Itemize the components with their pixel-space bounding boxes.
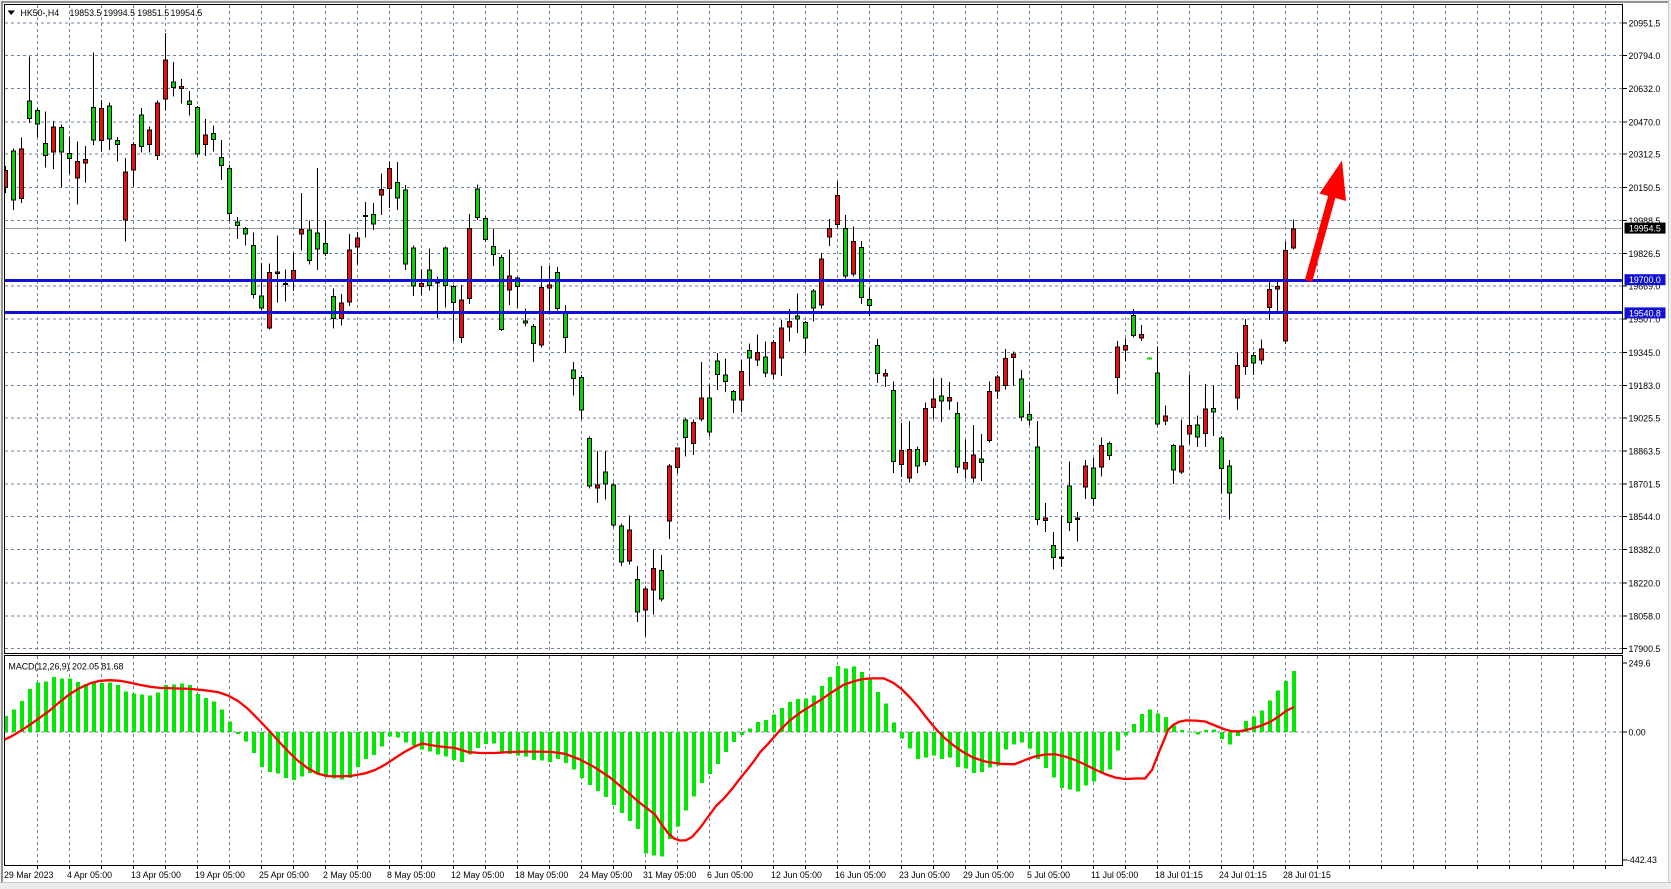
svg-text:2 May 05:00: 2 May 05:00 bbox=[323, 870, 372, 880]
svg-text:19540.8: 19540.8 bbox=[1629, 308, 1661, 318]
svg-text:12 Jun 05:00: 12 Jun 05:00 bbox=[771, 870, 822, 880]
svg-text:0.00: 0.00 bbox=[1629, 727, 1646, 737]
svg-text:23 Jun 05:00: 23 Jun 05:00 bbox=[899, 870, 950, 880]
svg-text:19826.5: 19826.5 bbox=[1629, 249, 1661, 259]
svg-text:24 May 05:00: 24 May 05:00 bbox=[579, 870, 632, 880]
svg-text:4 Apr 05:00: 4 Apr 05:00 bbox=[67, 870, 112, 880]
svg-text:6 Jun 05:00: 6 Jun 05:00 bbox=[707, 870, 753, 880]
svg-text:18 Jul 01:15: 18 Jul 01:15 bbox=[1155, 870, 1203, 880]
svg-text:19183.0: 19183.0 bbox=[1629, 381, 1661, 391]
svg-text:28 Jul 01:15: 28 Jul 01:15 bbox=[1283, 870, 1331, 880]
svg-text:19345.0: 19345.0 bbox=[1629, 348, 1661, 358]
svg-text:19 Apr 05:00: 19 Apr 05:00 bbox=[195, 870, 245, 880]
svg-text:18058.0: 18058.0 bbox=[1629, 612, 1661, 622]
svg-text:29 Jun 05:00: 29 Jun 05:00 bbox=[963, 870, 1014, 880]
svg-text:18 May 05:00: 18 May 05:00 bbox=[515, 870, 568, 880]
svg-text:19954.5: 19954.5 bbox=[1629, 224, 1661, 234]
svg-text:20632.0: 20632.0 bbox=[1629, 84, 1661, 94]
svg-text:13 Apr 05:00: 13 Apr 05:00 bbox=[131, 870, 181, 880]
svg-text:MACD(12,26,9) 202.05 81.68: MACD(12,26,9) 202.05 81.68 bbox=[9, 662, 124, 672]
svg-text:25 Apr 05:00: 25 Apr 05:00 bbox=[259, 870, 309, 880]
svg-text:5 Jul 05:00: 5 Jul 05:00 bbox=[1027, 870, 1070, 880]
svg-text:19853.5: 19853.5 bbox=[70, 8, 102, 18]
svg-text:16 Jun 05:00: 16 Jun 05:00 bbox=[835, 870, 886, 880]
svg-text:20470.0: 20470.0 bbox=[1629, 117, 1661, 127]
svg-text:19669.0: 19669.0 bbox=[1629, 282, 1661, 292]
svg-text:8 May 05:00: 8 May 05:00 bbox=[387, 870, 436, 880]
svg-text:19700.0: 19700.0 bbox=[1629, 275, 1661, 285]
svg-text:29 Mar 2023: 29 Mar 2023 bbox=[4, 870, 53, 880]
svg-text:11 Jul 05:00: 11 Jul 05:00 bbox=[1091, 870, 1138, 880]
svg-text:12 May 05:00: 12 May 05:00 bbox=[451, 870, 504, 880]
svg-text:18863.5: 18863.5 bbox=[1629, 447, 1661, 457]
svg-text:19851.5: 19851.5 bbox=[137, 8, 169, 18]
svg-text:20312.5: 20312.5 bbox=[1629, 150, 1661, 160]
svg-text:31 May 05:00: 31 May 05:00 bbox=[643, 870, 696, 880]
svg-text:18701.5: 18701.5 bbox=[1629, 480, 1661, 490]
svg-text:20951.5: 20951.5 bbox=[1629, 19, 1661, 29]
svg-text:18544.0: 18544.0 bbox=[1629, 512, 1661, 522]
svg-text:19994.5: 19994.5 bbox=[103, 8, 135, 18]
svg-text:249.6: 249.6 bbox=[1629, 659, 1651, 669]
svg-text:17900.5: 17900.5 bbox=[1629, 644, 1661, 654]
svg-text:19025.5: 19025.5 bbox=[1629, 413, 1661, 423]
svg-text:20150.5: 20150.5 bbox=[1629, 183, 1661, 193]
svg-text:18382.0: 18382.0 bbox=[1629, 545, 1661, 555]
svg-text:24 Jul 01:15: 24 Jul 01:15 bbox=[1219, 870, 1267, 880]
svg-text:18220.0: 18220.0 bbox=[1629, 578, 1661, 588]
svg-text:HK50-,H4: HK50-,H4 bbox=[21, 8, 60, 18]
svg-text:19988.5: 19988.5 bbox=[1629, 216, 1661, 226]
svg-text:-442.43: -442.43 bbox=[1627, 855, 1657, 865]
svg-text:19507.0: 19507.0 bbox=[1629, 315, 1661, 325]
svg-text:20794.0: 20794.0 bbox=[1629, 51, 1661, 61]
svg-text:19954.5: 19954.5 bbox=[171, 8, 203, 18]
